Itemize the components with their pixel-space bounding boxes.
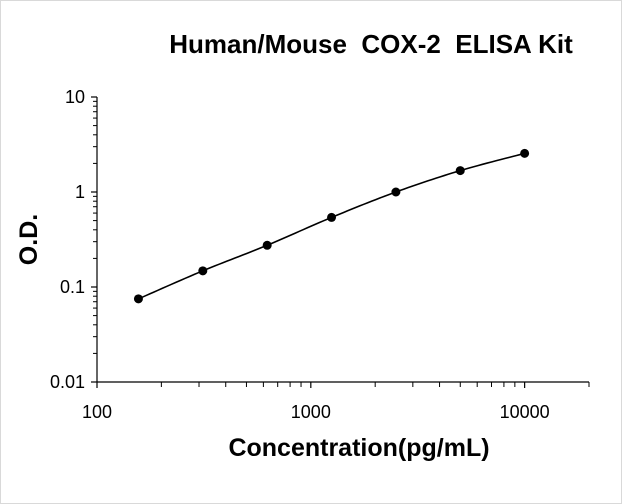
chart-title: Human/Mouse COX-2 ELISA Kit [169, 29, 573, 59]
y-tick-labels-group: 0.01 0.1 1 10 [50, 87, 85, 392]
y-axis-title: O.D. [15, 214, 43, 265]
x-tick-label: 100 [82, 402, 112, 422]
data-point [327, 212, 337, 222]
x-tick-label: 10000 [500, 402, 550, 422]
x-axis-title: Concentration(pg/mL) [228, 434, 489, 462]
x-tick-labels-group: 100 1000 10000 [82, 402, 550, 422]
data-point [198, 266, 208, 276]
data-point [262, 240, 272, 250]
y-tick-label: 10 [65, 87, 85, 107]
data-point [520, 148, 530, 158]
axes-group [96, 97, 589, 383]
y-tick-label: 1 [75, 182, 85, 202]
y-ticks-group [91, 96, 97, 383]
data-point [455, 166, 465, 176]
x-ticks-group [96, 382, 590, 388]
y-tick-label: 0.01 [50, 372, 85, 392]
y-tick-label: 0.1 [60, 277, 85, 297]
x-tick-label: 1000 [291, 402, 331, 422]
data-points-group [133, 148, 530, 304]
fitted-curve [138, 152, 525, 300]
data-point [391, 187, 401, 197]
data-point [133, 294, 143, 304]
